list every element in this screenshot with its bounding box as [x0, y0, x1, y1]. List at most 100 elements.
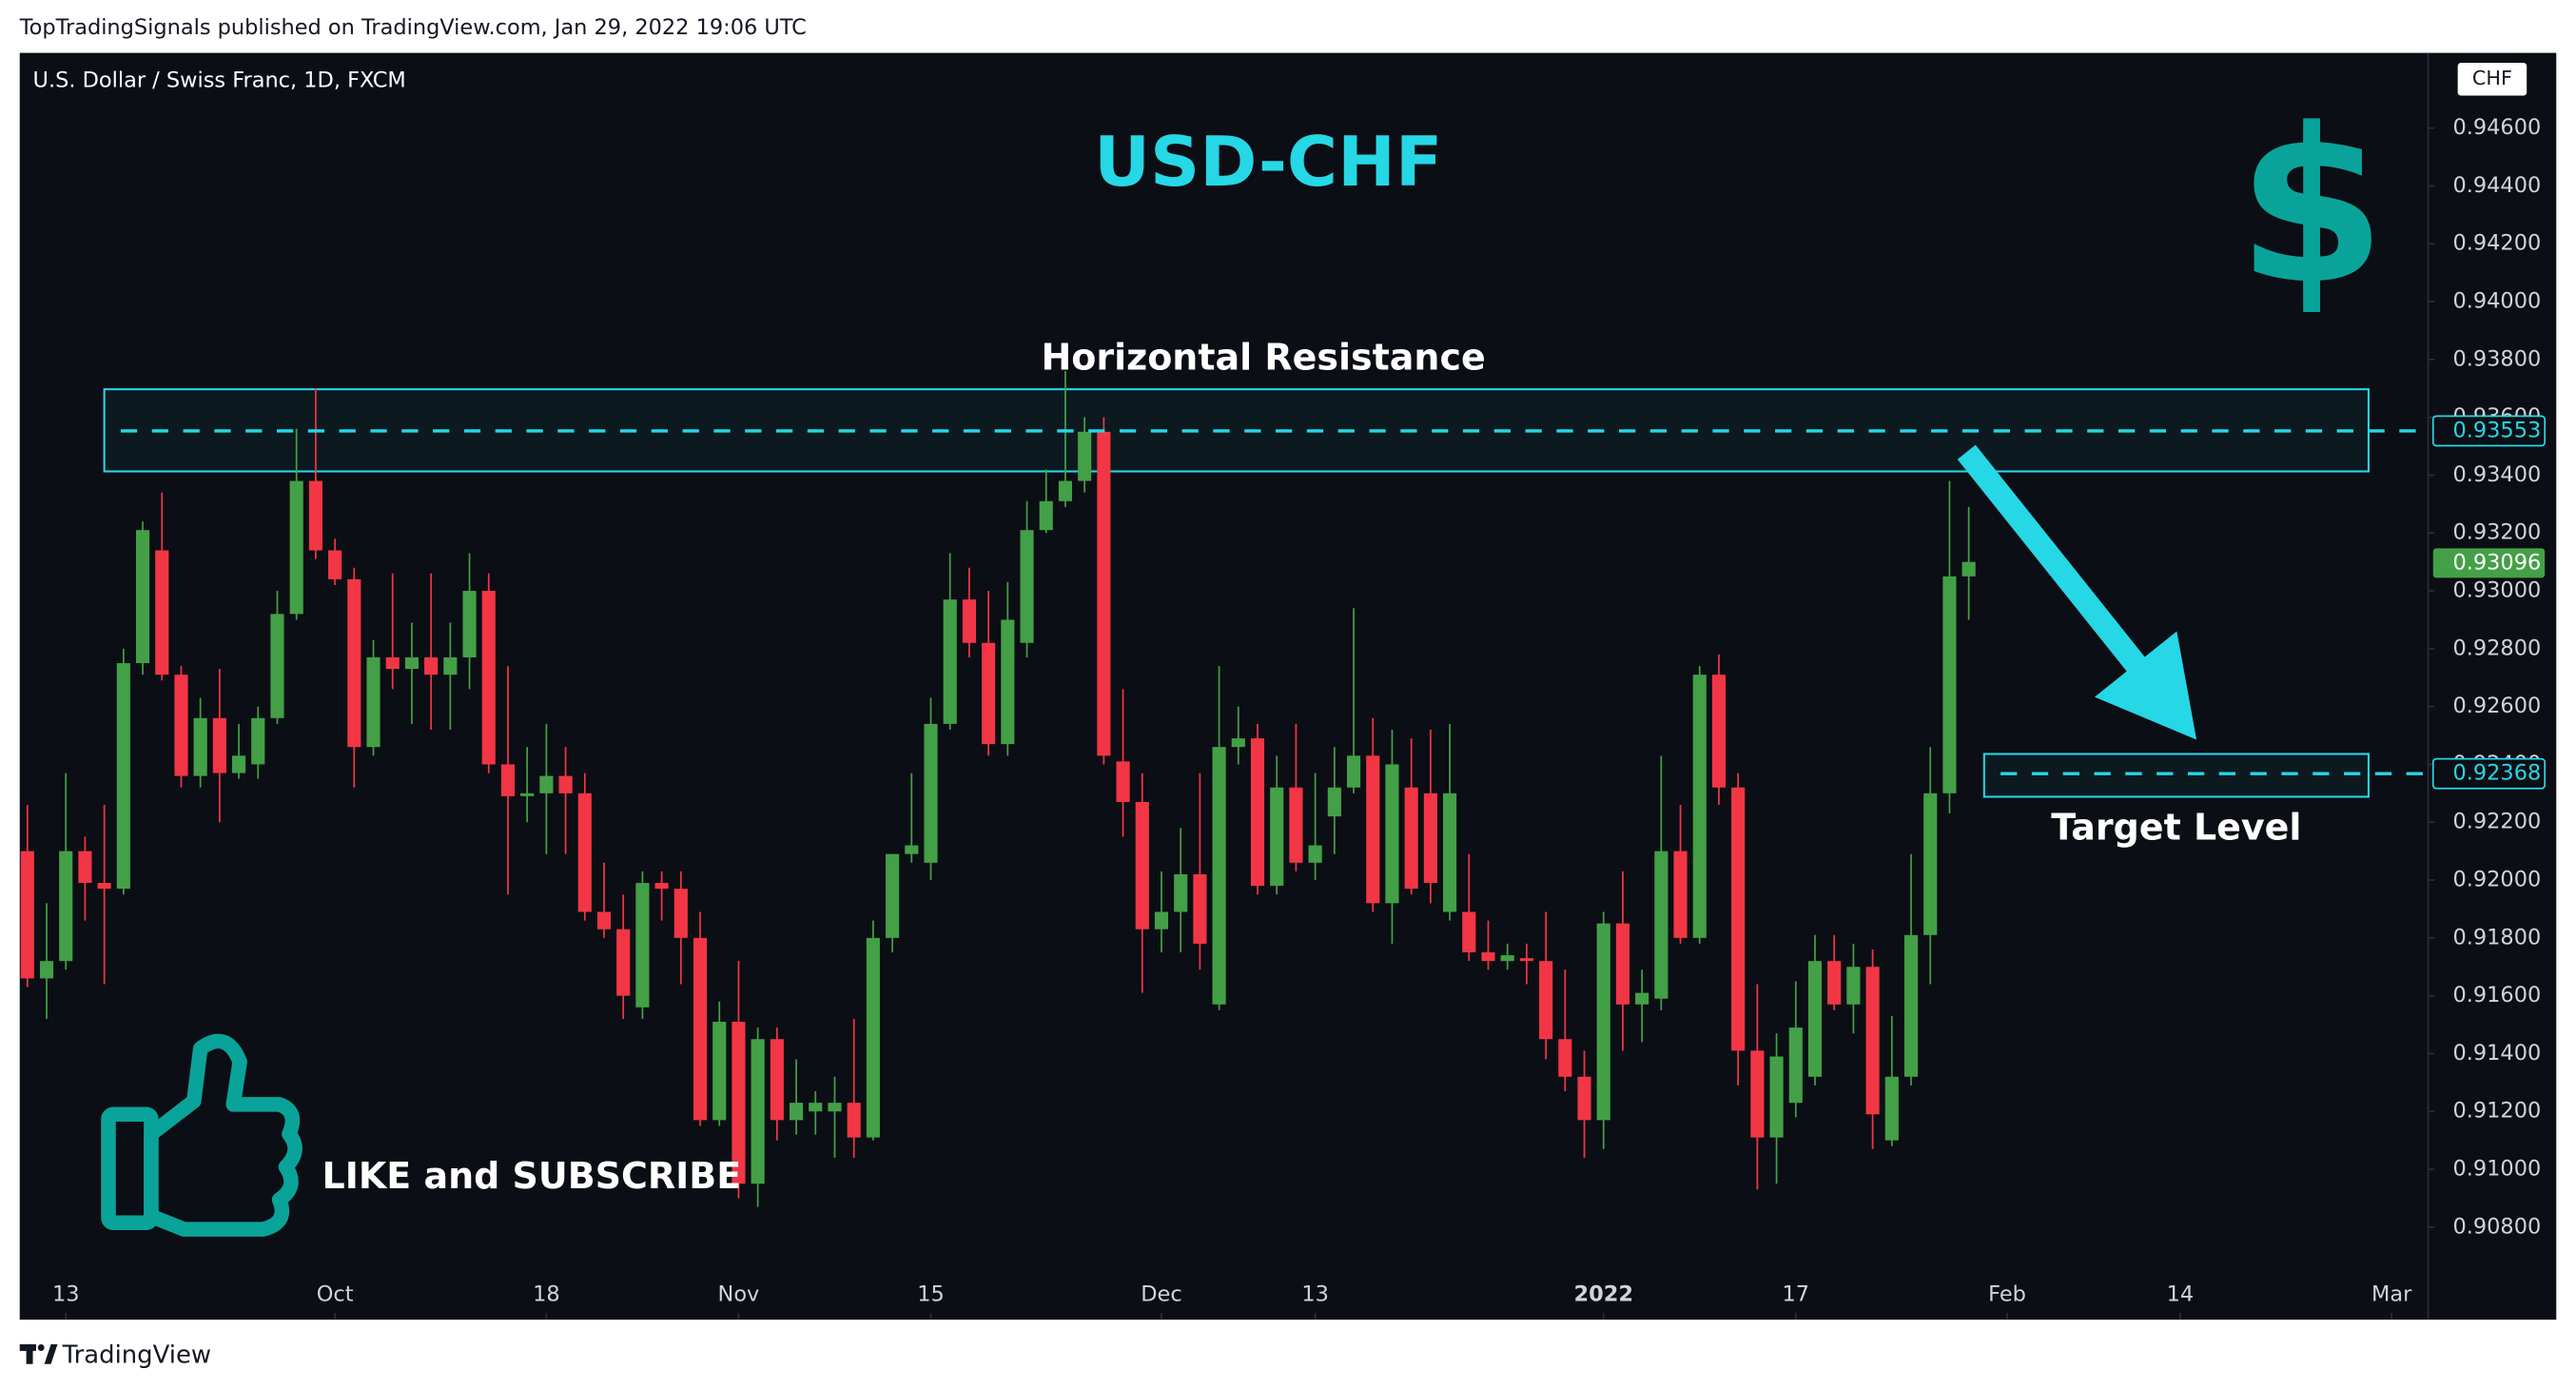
x-tick-label: 17 [1782, 1282, 1809, 1307]
candle-body [1673, 851, 1688, 938]
candle-body [1788, 1027, 1803, 1104]
candle-body [1231, 738, 1245, 748]
publisher-line: TopTradingSignals published on TradingVi… [19, 15, 807, 40]
candle-body [1346, 755, 1361, 788]
thumb-hand [144, 1033, 302, 1237]
candle-body [1308, 845, 1322, 863]
x-tick-label: 14 [2167, 1282, 2195, 1307]
candle-body [385, 656, 400, 670]
candle-body [847, 1103, 861, 1138]
candle-body [596, 911, 612, 929]
currency-badge [2457, 62, 2527, 96]
candle-body [1519, 958, 1533, 962]
y-tick-label: 0.92600 [2452, 694, 2541, 718]
last-price-badge [2432, 548, 2546, 578]
call-to-action: LIKE and SUBSCRIBE [322, 1155, 742, 1197]
target-badge-label: 0.92368 [2452, 761, 2541, 786]
symbol-label: U.S. Dollar / Swiss Franc, 1D, FXCM [33, 68, 406, 92]
currency-label: CHF [2472, 67, 2512, 89]
candle-body [155, 550, 169, 675]
y-tick-label: 0.91400 [2452, 1041, 2541, 1066]
target-zone [1982, 753, 2370, 798]
candle-body [1174, 873, 1188, 912]
x-tick-label: 15 [917, 1282, 945, 1307]
thumbs-up-icon [101, 1033, 302, 1237]
candle-body [1001, 619, 1015, 745]
candle-body [366, 656, 381, 748]
candle-body [97, 883, 111, 890]
candle-body [1058, 480, 1073, 501]
candle-body [347, 578, 361, 748]
candle-body [1270, 787, 1284, 887]
candle-body [1135, 801, 1149, 929]
candle-body [135, 530, 150, 664]
candle-body [789, 1103, 804, 1121]
candle-body [500, 764, 516, 796]
candle-body [1481, 952, 1495, 962]
candle-body [78, 851, 92, 884]
y-tick-label: 0.94000 [2452, 289, 2541, 314]
candle-body [443, 656, 458, 675]
footer-brand: TradingView [62, 1341, 211, 1370]
target-badge [2431, 757, 2547, 790]
candle-body [1942, 576, 1957, 793]
x-tick-label: 18 [533, 1282, 560, 1307]
chart-title: USD-CHF [1094, 123, 1442, 203]
candle-body [962, 599, 976, 643]
y-tick-label: 0.94600 [2452, 115, 2541, 140]
x-tick-label: Mar [2371, 1282, 2412, 1307]
candle-body [424, 656, 439, 675]
candle-body [1615, 923, 1630, 1005]
candle-body [673, 889, 688, 938]
candle-body [1462, 911, 1476, 953]
y-tick-label: 0.93000 [2452, 578, 2541, 603]
candle-body [982, 642, 996, 745]
candles [20, 370, 1976, 1207]
x-tick-label: Nov [718, 1282, 760, 1307]
overlays: 0.93553 0.92368 Horizontal Resistance Targe… [120, 337, 2547, 849]
logo-wedge [44, 1344, 58, 1364]
candle-body [1884, 1076, 1899, 1141]
candle-body [212, 717, 226, 773]
y-tick-label: 0.91200 [2452, 1099, 2541, 1124]
logo-stem [26, 1344, 33, 1364]
y-tick-label: 0.93800 [2452, 346, 2541, 371]
candle-body [251, 717, 265, 765]
y-tick-label: 0.93200 [2452, 520, 2541, 545]
candle-body [828, 1103, 842, 1112]
candle-body [577, 792, 592, 912]
candle-body [905, 845, 919, 854]
candle-body [1193, 873, 1207, 944]
candle-body [232, 755, 246, 773]
candle-body [732, 1022, 746, 1184]
last-price-label: 0.93096 [2452, 550, 2541, 575]
candle-body [520, 792, 535, 796]
candle-body [1500, 955, 1514, 962]
x-tick-label: 13 [52, 1282, 80, 1307]
candle-body [1961, 561, 1976, 577]
candle-body [1212, 747, 1226, 1005]
candle-body [1078, 431, 1092, 481]
candle-body [1923, 792, 1938, 935]
candle-body [866, 937, 880, 1138]
y-tick-label: 0.91800 [2452, 925, 2541, 949]
resistance-badge-label: 0.93553 [2452, 418, 2541, 442]
candle-body [1903, 934, 1919, 1077]
x-tick-label: Feb [1988, 1282, 2026, 1307]
candle-body [1385, 764, 1399, 904]
candle-body [635, 883, 650, 1008]
logo-dot [37, 1344, 45, 1351]
candle-body [1442, 792, 1457, 912]
candle-body [59, 851, 73, 962]
candle-body [1769, 1056, 1784, 1138]
down-arrow [1957, 444, 2197, 740]
y-tick-label: 0.93400 [2452, 462, 2541, 487]
candle-body [1289, 787, 1303, 863]
candle-body [1596, 923, 1610, 1121]
candle-body [1731, 787, 1746, 1051]
candle-body [1654, 851, 1669, 999]
target-label: Target Level [2051, 807, 2301, 849]
candle-body [1750, 1050, 1765, 1138]
